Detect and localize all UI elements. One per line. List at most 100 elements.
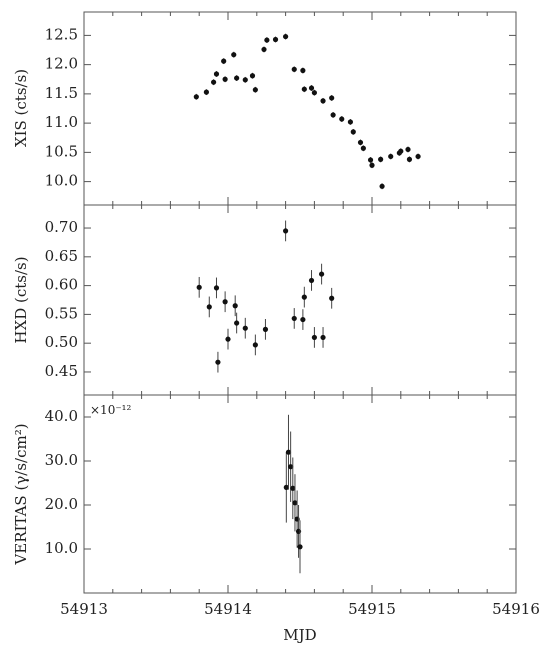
hxd-y-tick-labels: 0.45 0.50 0.55 0.60 0.65 0.70 (45, 218, 78, 380)
xis-data-point (329, 95, 335, 101)
xis-y-tick-label: 11.0 (45, 113, 78, 131)
xis-data-point (211, 79, 217, 85)
xis-panel: 10.0 10.5 11.0 11.5 12.0 12.5 XIS (cts/s) (12, 11, 517, 206)
xis-x-ticks (83, 12, 517, 205)
xis-data-point (300, 67, 306, 74)
xis-data-point (301, 86, 307, 92)
hxd-data-point (300, 316, 306, 323)
xis-data-point (398, 148, 404, 154)
veritas-panel-frame (83, 394, 517, 594)
hxd-y-tick-label: 0.65 (45, 247, 78, 265)
hxd-data-point (301, 294, 307, 300)
xis-y-ticks (84, 34, 516, 183)
xis-data-point (213, 71, 220, 77)
xis-data-point (193, 94, 199, 100)
xis-data-point (339, 116, 345, 122)
xis-y-tick-label: 12.0 (45, 55, 78, 73)
veritas-data-point (290, 485, 296, 491)
xis-y-tick-label: 11.5 (45, 84, 78, 102)
xis-points (193, 33, 421, 190)
hxd-panel: 0.45 0.50 0.55 0.60 0.65 0.70 HXD (cts/s) (12, 204, 517, 396)
xis-data-point (357, 139, 364, 146)
xis-data-point (367, 157, 374, 163)
veritas-y-tick-label: 40.0 (45, 407, 78, 425)
x-tick-label: 54915 (348, 600, 396, 618)
hxd-y-tick-label: 0.55 (45, 304, 78, 322)
xis-data-point (320, 98, 326, 104)
xis-y-tick-label: 10.5 (45, 142, 78, 160)
xis-data-point (415, 153, 421, 160)
xis-data-point (222, 76, 228, 82)
hxd-data-point (308, 277, 315, 284)
xis-data-point (242, 77, 248, 83)
veritas-y-tick-label: 20.0 (45, 495, 78, 513)
hxd-data-point (215, 359, 221, 365)
veritas-data-point (285, 449, 292, 455)
hxd-data-point (311, 334, 317, 341)
xis-data-point (347, 119, 353, 125)
hxd-data-point (225, 336, 231, 342)
xis-data-point (283, 33, 289, 40)
xis-y-axis-title: XIS (cts/s) (12, 69, 30, 147)
xis-y-tick-label: 12.5 (45, 25, 78, 43)
hxd-data-point (222, 299, 228, 305)
hxd-data-point (329, 295, 335, 301)
xis-data-point (369, 162, 375, 168)
hxd-y-tick-label: 0.50 (45, 333, 78, 351)
hxd-y-axis-title: HXD (cts/s) (12, 256, 30, 343)
hxd-data-point (213, 285, 220, 291)
xis-data-point (379, 183, 385, 189)
hxd-y-tick-label: 0.60 (45, 276, 78, 294)
x-tick-label: 54913 (60, 600, 108, 618)
xis-data-point (308, 85, 315, 91)
x-tick-label: 54914 (204, 600, 252, 618)
hxd-y-ticks (84, 227, 516, 373)
xis-data-point (252, 87, 258, 93)
veritas-y-tick-label: 10.0 (45, 539, 78, 557)
xis-data-point (203, 89, 209, 95)
hxd-x-ticks (83, 205, 517, 395)
veritas-data-point (288, 464, 294, 470)
veritas-points (283, 414, 303, 574)
xis-y-tick-labels: 10.0 10.5 11.0 11.5 12.0 12.5 (45, 25, 78, 189)
xis-data-point (231, 52, 237, 58)
hxd-panel-frame (83, 204, 517, 396)
hxd-data-point (283, 228, 289, 234)
xis-data-point (221, 58, 227, 64)
xis-data-point (330, 112, 336, 118)
hxd-data-point (242, 325, 248, 331)
veritas-data-point (283, 484, 289, 490)
xis-data-point (360, 145, 366, 151)
hxd-data-point (232, 303, 238, 309)
x-tick-labels: 54913 54914 54915 54916 (60, 600, 540, 618)
hxd-data-point (262, 326, 269, 332)
xis-y-tick-label: 10.0 (45, 172, 78, 190)
hxd-data-point (196, 284, 202, 290)
veritas-y-ticks (84, 416, 516, 550)
xis-data-point (406, 156, 413, 162)
hxd-points (196, 220, 335, 373)
xis-data-point (388, 153, 394, 160)
veritas-panel: 10.0 20.0 30.0 40.0 ×10⁻¹² VERITAS (γ/s/cm²… (12, 394, 517, 594)
hxd-data-point (291, 315, 297, 322)
xis-data-point (249, 73, 256, 79)
veritas-data-point (297, 544, 303, 550)
veritas-x-ticks (83, 395, 517, 593)
veritas-scale-note: ×10⁻¹² (90, 403, 131, 417)
xis-data-point (264, 37, 270, 43)
hxd-y-tick-label: 0.70 (45, 218, 78, 236)
xis-panel-frame (83, 11, 517, 206)
x-axis-title: MJD (283, 626, 316, 644)
xis-data-point (378, 156, 384, 162)
hxd-data-point (206, 304, 212, 310)
veritas-data-point (292, 500, 298, 506)
hxd-data-point (234, 320, 240, 326)
hxd-y-tick-label: 0.45 (45, 362, 78, 380)
veritas-y-axis-title: VERITAS (γ/s/cm²) (12, 423, 30, 565)
xis-data-point (405, 146, 411, 153)
veritas-y-tick-label: 30.0 (45, 451, 78, 469)
hxd-data-point (320, 334, 326, 341)
hxd-data-point (319, 271, 325, 277)
xis-data-point (272, 36, 279, 43)
